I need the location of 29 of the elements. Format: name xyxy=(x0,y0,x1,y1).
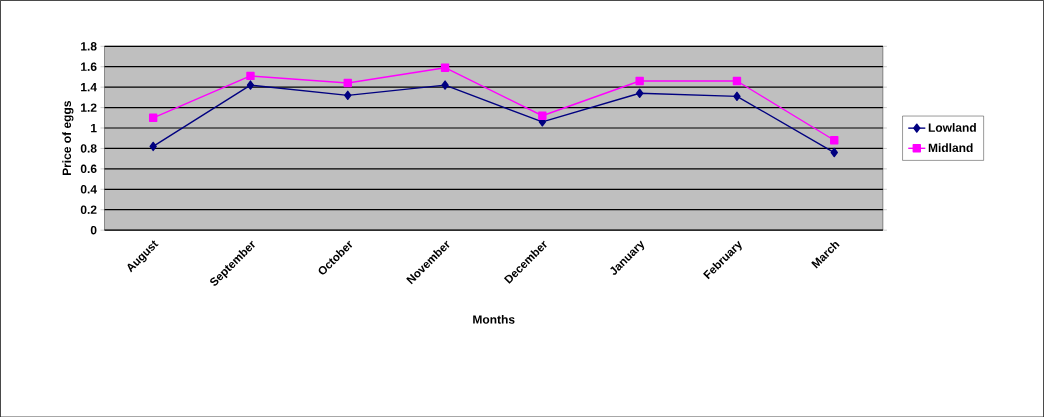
legend-label: Lowland xyxy=(928,122,976,132)
y-tick-label: 0.4 xyxy=(80,184,97,194)
legend-label: Midland xyxy=(928,142,973,152)
y-tick-label: 1.8 xyxy=(81,41,97,51)
point xyxy=(149,141,157,151)
point xyxy=(440,63,450,72)
point xyxy=(246,71,255,80)
x-axis-title: Months xyxy=(473,314,515,324)
y-tick-label: 1.2 xyxy=(81,103,97,112)
point xyxy=(635,76,644,85)
point xyxy=(343,78,352,88)
point xyxy=(344,90,352,100)
point xyxy=(830,147,838,157)
y-tick-label: 0.8 xyxy=(80,143,97,153)
y-tick-label: 1.4 xyxy=(81,82,97,92)
point xyxy=(148,113,158,122)
point xyxy=(635,88,644,98)
point xyxy=(538,111,547,120)
point xyxy=(441,80,449,90)
point xyxy=(830,135,839,145)
point xyxy=(733,91,741,101)
y-axis-title: Price of eggs xyxy=(62,100,74,175)
y-tick-label: 1 xyxy=(91,123,97,132)
point xyxy=(732,76,742,85)
y-tick-label: 0 xyxy=(90,225,97,235)
y-tick-label: 0.2 xyxy=(80,205,97,214)
y-tick-label: 0.6 xyxy=(80,164,97,173)
point xyxy=(246,80,255,90)
y-tick-label: 1.6 xyxy=(81,62,97,71)
